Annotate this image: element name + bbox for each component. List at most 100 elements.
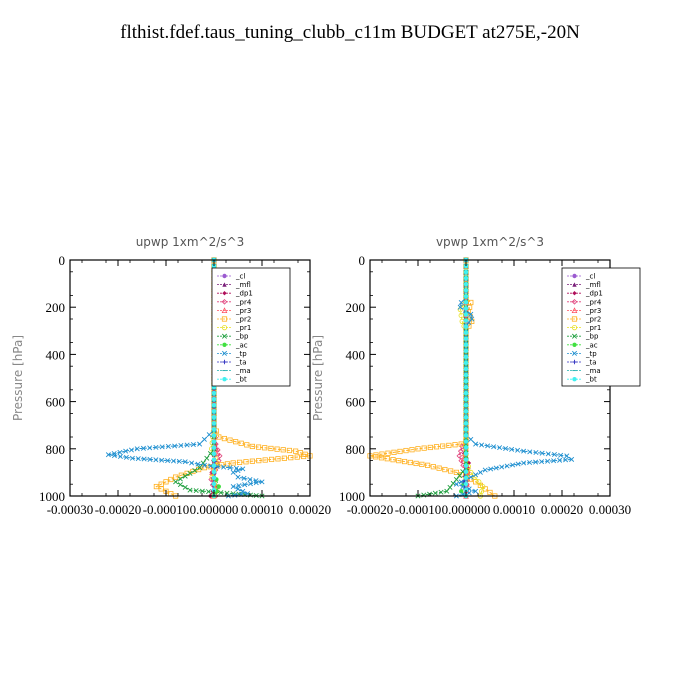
data-point: [165, 443, 171, 449]
data-point: [463, 330, 469, 335]
data-point: [216, 484, 221, 489]
legend-item-ma: _ma: [217, 367, 251, 375]
series-pr2: [367, 257, 498, 499]
legend-label: _pr1: [235, 324, 251, 332]
data-point: [521, 448, 527, 454]
data-point: [491, 444, 497, 450]
data-point: [463, 475, 469, 481]
plot-frame: [69, 259, 311, 497]
data-point: [215, 447, 221, 453]
legend: _cl_mfl_dp1_pr4_pr3_pr2_pr1_bp_ac_tp_ta_…: [561, 267, 641, 387]
series-line: [369, 260, 496, 497]
data-point: [421, 445, 427, 451]
legend-item-dp1: _dp1: [217, 290, 253, 298]
data-point: [207, 451, 213, 457]
legend-item-mfl: _mfl: [217, 281, 251, 289]
data-point: [499, 464, 505, 470]
legend-box: [211, 267, 291, 387]
y-axis-label: Pressure [hPa]: [311, 335, 325, 421]
data-point: [384, 456, 390, 462]
legend-label: _dp1: [235, 290, 253, 298]
data-point: [468, 469, 474, 475]
data-point: [221, 464, 227, 470]
data-point: [211, 445, 217, 450]
legend: _cl_mfl_dp1_pr4_pr3_pr2_pr1_bp_ac_tp_ta_…: [211, 267, 291, 387]
data-point: [182, 473, 188, 479]
data-point: [211, 403, 217, 408]
data-point: [159, 457, 165, 463]
data-point: [211, 439, 217, 444]
data-point: [463, 469, 469, 474]
data-point: [463, 409, 469, 414]
data-point: [403, 447, 409, 454]
data-point: [479, 442, 485, 448]
legend-label: _pr4: [235, 298, 252, 306]
data-point: [141, 456, 147, 462]
data-point: [463, 372, 469, 378]
data-point: [165, 458, 171, 464]
data-point: [463, 403, 469, 408]
data-point: [482, 467, 488, 473]
data-point: [453, 469, 460, 476]
data-point: [241, 475, 247, 481]
legend-marker: [572, 282, 577, 287]
legend-marker: [572, 342, 577, 347]
data-point: [147, 456, 153, 462]
data-point: [153, 483, 159, 490]
data-point: [468, 311, 474, 317]
y-tick-label: 400: [346, 347, 366, 362]
y-tick-label: 400: [46, 347, 66, 362]
x-tick-label: 0.000000: [190, 502, 239, 517]
legend-item-tp: _tp: [567, 350, 597, 358]
data-point: [300, 453, 307, 460]
y-tick-label: 200: [346, 300, 366, 315]
legend-marker: [221, 307, 228, 314]
legend-item-pr4: _pr4: [217, 298, 252, 306]
data-point: [244, 442, 250, 448]
legend-marker: [221, 333, 228, 339]
data-point: [253, 480, 259, 486]
data-point: [294, 454, 300, 460]
y-tick-label: 0: [59, 253, 66, 268]
data-point: [463, 366, 469, 372]
x-tick-label: -0.00020: [347, 502, 394, 517]
data-point: [262, 445, 268, 451]
data-point: [563, 457, 569, 463]
data-point: [129, 455, 135, 461]
legend-item-bp: _bp: [567, 333, 599, 341]
data-point: [463, 306, 469, 311]
y-tick-label: 800: [346, 442, 366, 457]
legend-label: _dp1: [585, 290, 603, 298]
data-point: [551, 458, 557, 464]
data-point: [401, 458, 408, 465]
data-point: [123, 454, 129, 460]
data-point: [211, 433, 217, 438]
legend-item-pr2: _pr2: [217, 316, 251, 324]
data-point: [147, 445, 153, 451]
data-point: [463, 354, 469, 360]
data-point: [211, 457, 217, 462]
y-tick-label: 200: [46, 300, 66, 315]
data-point: [557, 457, 563, 463]
legend-item-ta: _ta: [217, 359, 247, 367]
data-point: [539, 450, 545, 456]
data-point: [493, 465, 499, 471]
data-point: [153, 457, 159, 463]
data-point: [413, 460, 419, 467]
legend-item-pr1: _pr1: [567, 324, 601, 332]
legend-marker: [222, 377, 227, 382]
data-point: [472, 474, 478, 480]
data-point: [463, 445, 469, 450]
data-point: [249, 458, 255, 464]
data-point: [478, 488, 485, 494]
legend-marker: [571, 307, 578, 314]
data-point: [235, 486, 241, 492]
legend-item-bt: _bt: [217, 376, 247, 384]
legend-item-cl: _cl: [217, 273, 245, 281]
data-point: [442, 466, 448, 473]
data-point: [224, 490, 230, 496]
legend-item-pr2: _pr2: [567, 316, 601, 324]
legend-marker: [222, 273, 227, 279]
data-point: [242, 482, 248, 488]
